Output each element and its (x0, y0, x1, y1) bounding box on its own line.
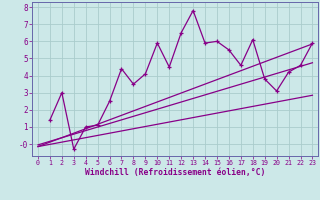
X-axis label: Windchill (Refroidissement éolien,°C): Windchill (Refroidissement éolien,°C) (85, 168, 265, 177)
